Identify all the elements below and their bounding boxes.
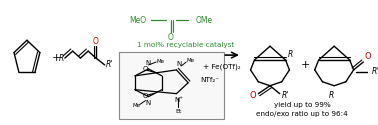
Text: +: + <box>51 53 61 63</box>
Text: Me: Me <box>186 58 194 62</box>
Text: O: O <box>143 93 148 99</box>
Text: Et: Et <box>175 109 181 114</box>
Text: N: N <box>177 61 182 67</box>
Text: O: O <box>143 66 148 72</box>
Text: N⁺: N⁺ <box>174 97 183 103</box>
Text: yield up to 99%: yield up to 99% <box>274 102 330 107</box>
Text: R: R <box>58 54 64 62</box>
Text: endo/exo ratio up to 96:4: endo/exo ratio up to 96:4 <box>256 111 348 117</box>
Text: R': R' <box>106 60 113 70</box>
Text: O: O <box>168 33 174 42</box>
Text: + Fe(OTf)₂: + Fe(OTf)₂ <box>203 64 240 70</box>
Text: O: O <box>249 91 256 100</box>
Bar <box>119 52 224 119</box>
Text: MeO: MeO <box>129 16 147 25</box>
Text: R: R <box>288 50 293 59</box>
Text: O: O <box>365 52 372 61</box>
Text: R: R <box>328 91 334 100</box>
Text: Me: Me <box>133 103 141 108</box>
Text: OMe: OMe <box>195 16 212 25</box>
Text: N: N <box>146 100 151 105</box>
Text: Me: Me <box>156 58 164 64</box>
Text: N: N <box>146 60 151 66</box>
Text: 1 mol% recyclable catalyst: 1 mol% recyclable catalyst <box>137 42 234 48</box>
Text: NTf₂⁻: NTf₂⁻ <box>200 77 219 83</box>
Text: R': R' <box>371 67 378 76</box>
Text: +: + <box>300 60 310 70</box>
Text: R': R' <box>282 91 289 100</box>
Text: O: O <box>93 37 99 46</box>
